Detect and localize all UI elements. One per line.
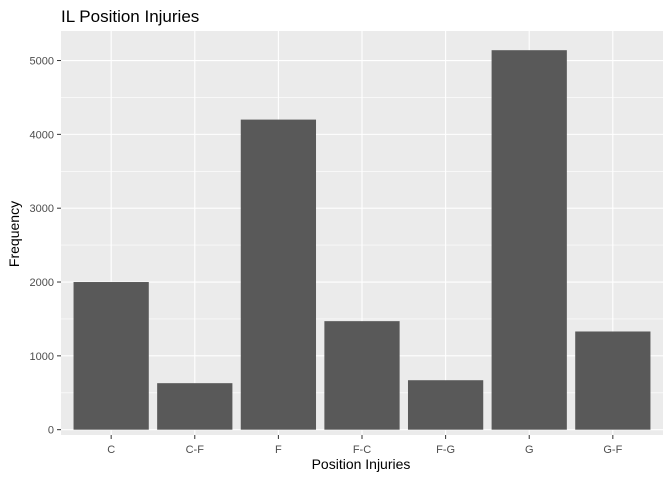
x-tick-label: F [275,444,282,456]
y-tick-label: 0 [48,425,54,437]
y-axis-title: Frequency [6,201,22,267]
y-tick-label: 5000 [30,56,54,68]
x-tick-label: F-G [436,444,455,456]
x-tick-label: G-F [603,444,622,456]
chart-title: IL Position Injuries [61,7,199,26]
y-tick-label: 1000 [30,351,54,363]
bar-g-f [575,331,651,430]
x-tick-label: F-C [353,444,371,456]
bars-group [73,50,651,430]
bar-c [73,282,149,430]
y-tick-label: 2000 [30,277,54,289]
x-axis-title: Position Injuries [312,456,411,472]
bar-f [240,119,317,430]
y-axis: 0 1000 2000 3000 4000 5000 [30,56,61,437]
bar-c-f [157,383,233,430]
bar-f-g [407,380,484,430]
y-tick-label: 3000 [30,203,54,215]
x-tick-label: C-F [186,444,205,456]
x-tick-label: C [107,444,115,456]
bar-g [491,50,567,430]
x-tick-label: G [525,444,534,456]
x-axis: C C-F F F-C F-G G G-F [107,435,623,456]
y-tick-label: 4000 [30,129,54,141]
bar-f-c [324,321,400,430]
